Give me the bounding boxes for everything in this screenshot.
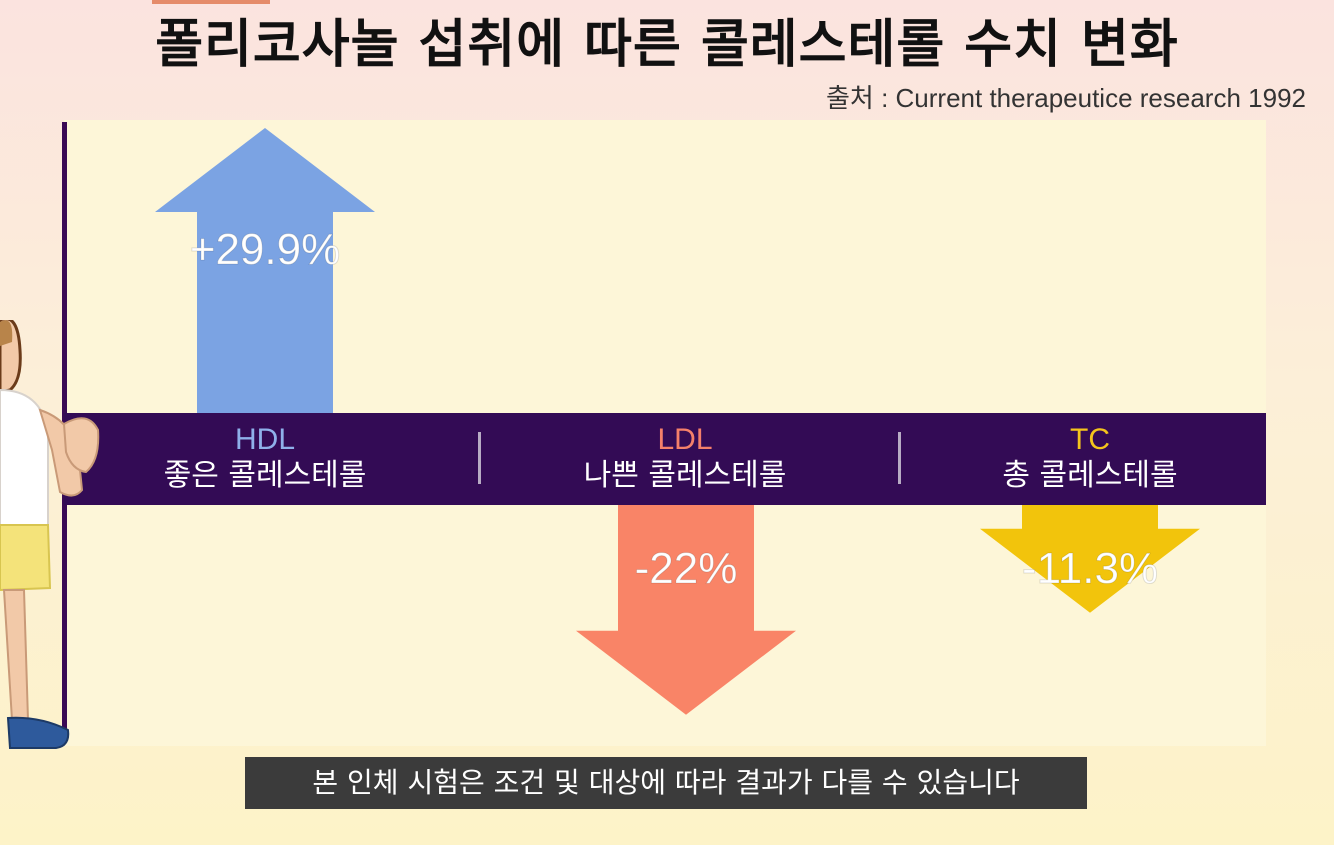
category-label: 나쁜 콜레스테롤	[583, 458, 787, 493]
arrow-bar-ldl	[576, 505, 796, 715]
character-hair	[0, 320, 13, 346]
character-shirt	[0, 388, 49, 526]
source-citation: 출처 : Current therapeutice research 1992	[826, 83, 1306, 113]
category-hdl: HDL 좋은 콜레스테롤	[100, 413, 430, 505]
top-accent-mark	[152, 0, 270, 4]
category-separator	[478, 432, 481, 484]
category-abbr: HDL	[234, 423, 295, 456]
character-leg	[2, 589, 30, 721]
data-label: -22%	[635, 544, 738, 593]
arrow-bar-tc	[980, 505, 1200, 613]
page-title: 폴리코사놀 섭취에 따른 콜레스테롤 수치 변화	[155, 15, 1179, 75]
data-label: -11.3%	[1022, 544, 1158, 593]
category-label: 총 콜레스테롤	[1002, 458, 1178, 493]
category-ldl: LDL 나쁜 콜레스테롤	[520, 413, 850, 505]
arrow-bar-hdl	[155, 127, 375, 413]
category-abbr: LDL	[657, 423, 713, 456]
category-tc: TC 총 콜레스테롤	[925, 413, 1255, 505]
character-arm	[38, 408, 84, 497]
character-illustration	[0, 320, 100, 749]
category-abbr: TC	[1070, 423, 1110, 456]
character-shorts	[0, 524, 52, 592]
character-shoe	[6, 716, 70, 749]
category-label: 좋은 콜레스테롤	[163, 458, 367, 493]
data-label: +29.9%	[190, 225, 340, 274]
thumbs-up-hand	[62, 417, 100, 474]
disclaimer-caption: 본 인체 시험은 조건 및 대상에 따라 결과가 다를 수 있습니다	[245, 757, 1087, 809]
category-band	[64, 413, 1266, 505]
category-separator	[898, 432, 901, 484]
